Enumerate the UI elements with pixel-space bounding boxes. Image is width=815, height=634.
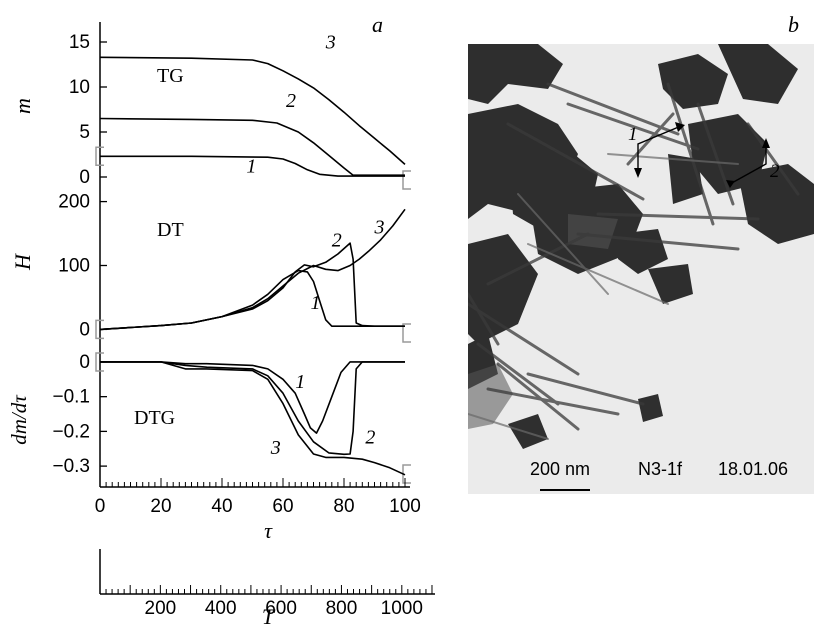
tau-tick-label: 80: [333, 496, 354, 517]
dt-ylabel: H: [10, 253, 35, 271]
tau-tick-label: 40: [211, 496, 232, 517]
dtg-annotation: DTG: [134, 407, 175, 429]
range-bracket-left: [95, 319, 104, 340]
tem-micrograph: 1 2 200 nm N3-1f 18.01.06: [468, 44, 814, 494]
tau-tick-label: 60: [272, 496, 293, 517]
y-tick-label-dtg: −0.3: [52, 456, 90, 477]
series-line-dtg-1: [100, 361, 405, 434]
series-label-dt-3: 3: [374, 217, 385, 239]
tau-tick-label: 100: [389, 496, 421, 517]
series-line-tg-1: [100, 155, 405, 177]
series-label-dtg-3: 3: [270, 437, 281, 459]
series-line-dt-2: [99, 242, 405, 331]
y-tick-label-tg: 5: [79, 122, 90, 143]
range-bracket-right: [402, 323, 411, 343]
y-tick-label-tg: 0: [79, 167, 90, 188]
arrow-label-2: 2: [770, 161, 780, 182]
T-axis-title: T: [262, 604, 276, 629]
series-label-tg-2: 2: [286, 90, 296, 112]
series-line-dtg-2: [100, 361, 405, 456]
tg-annotation: TG: [157, 65, 184, 87]
dtg-ylabel: dm/dτ: [7, 394, 31, 445]
series-label-dtg-2: 2: [365, 427, 375, 449]
series-label-tg-1: 1: [246, 156, 256, 178]
y-tick-label-dtg: −0.2: [52, 421, 90, 442]
T-tick-label: 800: [326, 598, 358, 619]
series-label-tg-3: 3: [325, 31, 336, 53]
panel-a-label: a: [372, 12, 383, 37]
y-tick-label-dtg: −0.1: [52, 387, 90, 408]
series-label-dtg-1: 1: [295, 371, 305, 393]
series-line-dtg-3: [100, 361, 406, 476]
series-label-dt-1: 1: [310, 292, 320, 314]
sample-id-text: N3-1f: [638, 459, 683, 479]
series-line-dt-3: [99, 208, 406, 331]
y-tick-label-dt: 0: [79, 319, 90, 340]
panel-b-label: b: [788, 12, 799, 37]
tg-ylabel: m: [10, 98, 35, 114]
y-tick-label-dt: 200: [58, 192, 90, 213]
y-tick-label-tg: 10: [69, 77, 90, 98]
T-tick-label: 200: [145, 598, 177, 619]
y-tick-label-tg: 15: [69, 32, 90, 53]
date-text: 18.01.06: [718, 459, 788, 479]
scale-bar-text: 200 nm: [530, 459, 590, 479]
arrow-label-1: 1: [628, 124, 638, 145]
T-tick-label: 1000: [381, 598, 423, 619]
tau-axis-title: τ: [264, 518, 273, 543]
y-tick-label-dtg: 0: [79, 352, 90, 373]
series-line-tg-2: [99, 117, 405, 176]
dt-annotation: DT: [157, 219, 184, 241]
range-bracket-left: [95, 352, 104, 372]
series-line-dt-1: [99, 269, 405, 331]
range-bracket-left: [95, 146, 104, 167]
series-label-dt-2: 2: [332, 229, 342, 251]
T-tick-label: 600: [265, 598, 297, 619]
y-tick-label-dt: 100: [58, 256, 90, 277]
range-bracket-right: [402, 170, 411, 190]
micrograph-image: 1 2 200 nm N3-1f 18.01.06: [468, 44, 814, 494]
tau-tick-label: 20: [150, 496, 171, 517]
T-tick-label: 400: [205, 598, 237, 619]
series-line-tg-3: [99, 56, 406, 165]
tau-tick-label: 0: [95, 496, 106, 517]
